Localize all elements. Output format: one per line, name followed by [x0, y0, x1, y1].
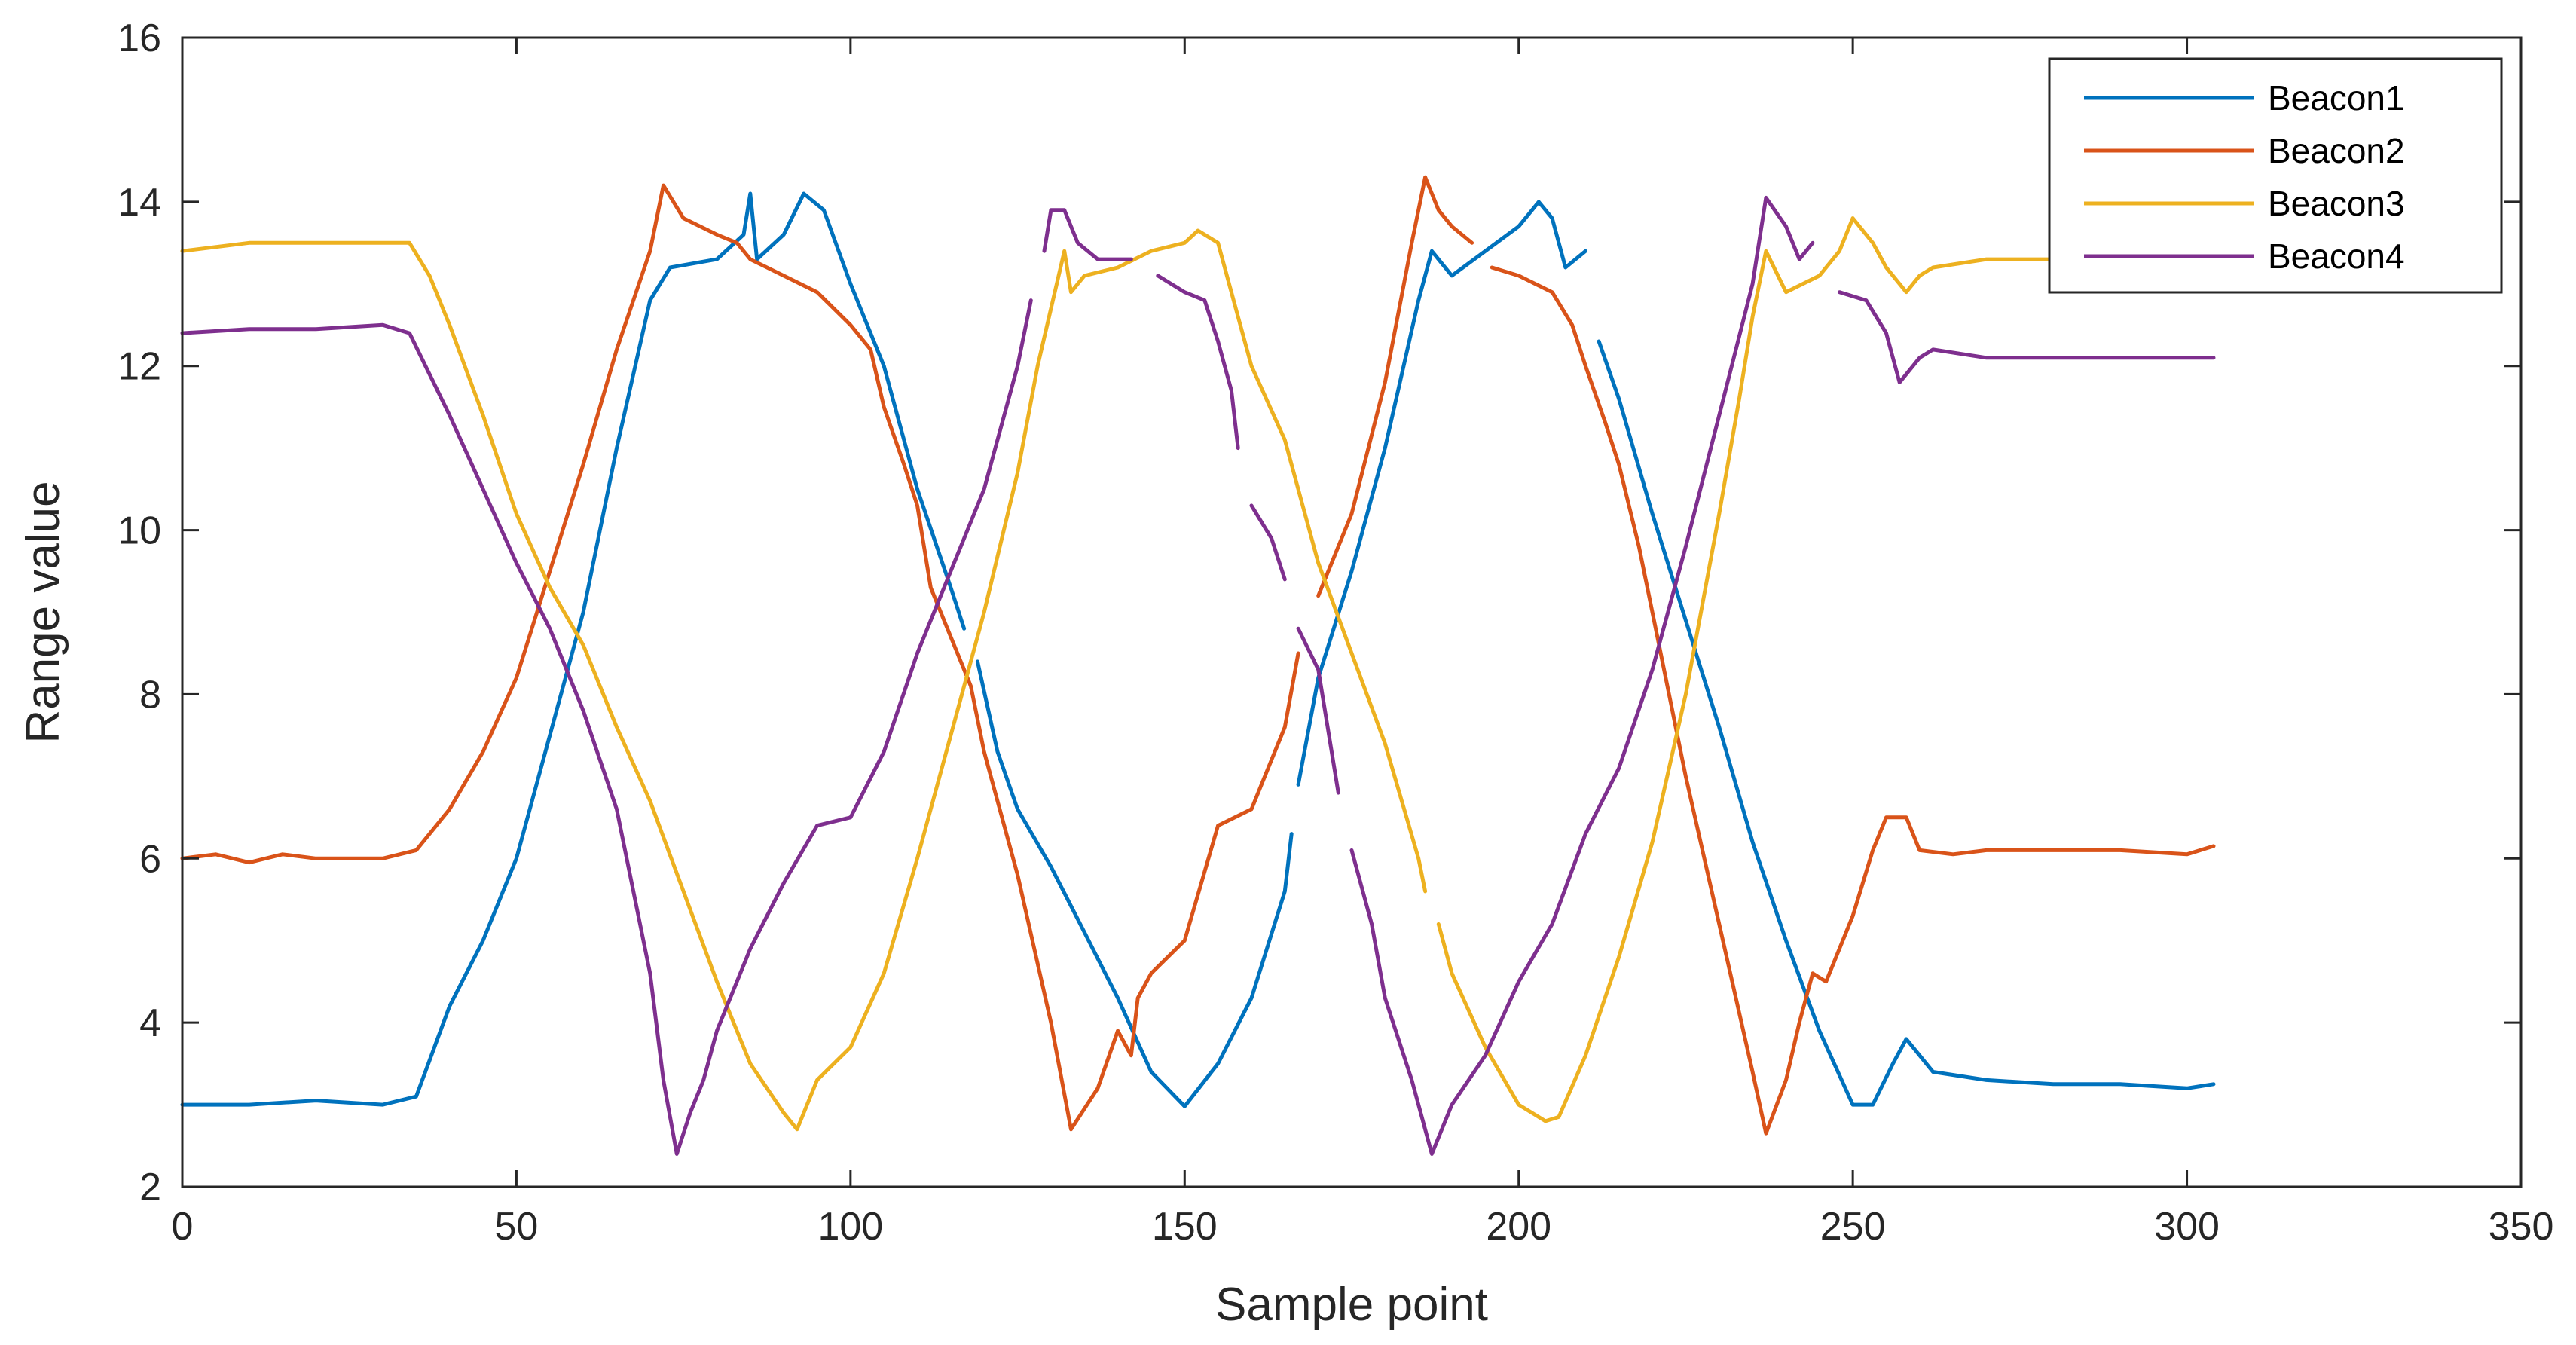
series-beacon2 [180, 175, 2216, 1136]
beacon4-line-segment [1296, 626, 1340, 795]
y-tick-label: 8 [139, 673, 161, 717]
y-tick-label: 14 [118, 181, 161, 225]
x-tick-label: 50 [495, 1205, 539, 1249]
beacon2-line-segment [1490, 265, 2216, 1136]
x-tick-label: 0 [172, 1205, 194, 1249]
beacon1-line-segment [180, 191, 967, 1107]
series-layer [180, 175, 2216, 1156]
axis-ticks: 0 50 100 150 200 250 300 350 2 4 6 8 10 12 14 16 [118, 17, 2553, 1249]
beacon1-line-segment [1597, 339, 2216, 1107]
x-tick-label: 300 [2154, 1205, 2220, 1249]
x-tick-label: 350 [2489, 1205, 2554, 1249]
y-tick-label: 4 [139, 1001, 161, 1045]
series-beacon3 [180, 216, 2055, 1132]
legend-label-beacon4: Beacon4 [2268, 237, 2405, 276]
legend-label-beacon3: Beacon3 [2268, 184, 2405, 223]
legend-entries: Beacon1 Beacon2 Beacon3 Beacon4 [2084, 78, 2405, 276]
x-tick-label: 100 [817, 1205, 883, 1249]
series-beacon4 [180, 195, 2216, 1156]
legend-label-beacon1: Beacon1 [2268, 78, 2405, 118]
y-tick-label: 12 [118, 345, 161, 389]
y-tick-label: 6 [139, 837, 161, 881]
beacon3-line-segment [180, 228, 1428, 1132]
beacon4-line-segment [180, 298, 1033, 1156]
beacon4-line-segment [1837, 290, 2216, 384]
legend[interactable]: Beacon1 Beacon2 Beacon3 Beacon4 [2048, 57, 2503, 294]
x-axis-label: Sample point [1215, 1279, 1488, 1331]
x-tick-label: 150 [1152, 1205, 1218, 1249]
y-tick-label: 2 [139, 1166, 161, 1209]
beacon4-line-segment [1042, 208, 1133, 261]
x-tick-label: 250 [1820, 1205, 1886, 1249]
y-tick-label: 10 [118, 509, 161, 553]
beacon3-line-segment [1436, 216, 2055, 1123]
beacon4-line-segment [1349, 195, 1815, 1156]
x-tick-label: 200 [1486, 1205, 1551, 1249]
beacon2-line-segment [180, 183, 1300, 1132]
beacon1-line-segment [1296, 200, 1587, 787]
plot-frame [181, 36, 2523, 1188]
beacon4-line-segment [1156, 274, 1240, 451]
beacon4-line-segment [1249, 503, 1287, 582]
legend-label-beacon2: Beacon2 [2268, 131, 2405, 170]
y-tick-label: 16 [118, 17, 161, 60]
y-axis-label: Range value [17, 481, 69, 743]
beacon2-line-segment [1316, 175, 1474, 598]
